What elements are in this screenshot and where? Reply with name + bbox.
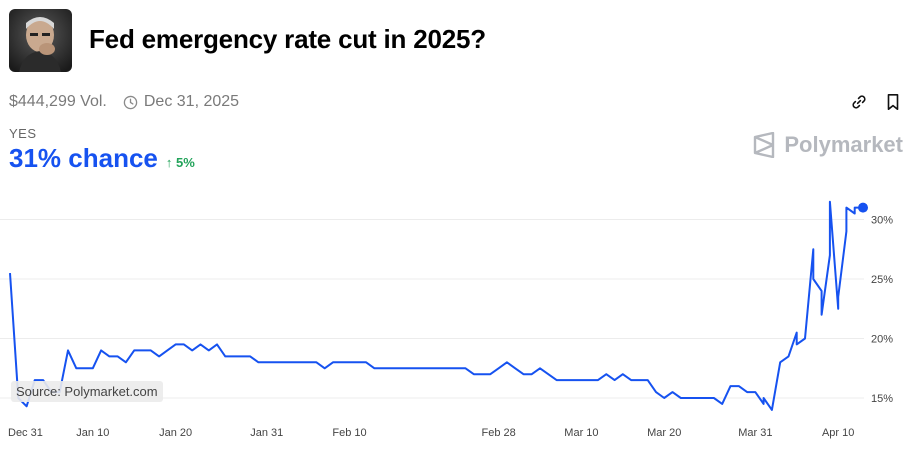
market-meta: $444,299 Vol. Dec 31, 2025 [9,93,239,111]
market-image [9,9,72,72]
polymarket-logo-icon [752,132,776,158]
outcome-label: YES [9,126,37,141]
x-tick-label: Mar 31 [738,427,772,439]
clock-icon [123,95,138,110]
y-tick-label: 25% [871,274,893,286]
y-tick-label: 30% [871,215,893,227]
market-title: Fed emergency rate cut in 2025? [89,24,486,54]
chance-delta-value: 5% [176,155,195,170]
series-line [9,200,863,411]
link-icon[interactable] [849,92,869,112]
chart-series [9,200,868,411]
chance-row: 31% chance ↑ 5% [9,143,195,174]
chance-value: 31% chance [9,143,158,173]
y-axis-ticks: 15% 20% 25% 30% [871,215,893,406]
x-tick-label: Feb 10 [332,427,366,439]
x-tick-label: Jan 10 [76,427,109,439]
y-tick-label: 15% [871,393,893,405]
brand-watermark: Polymarket [752,132,903,158]
brand-name: Polymarket [784,132,903,157]
end-date-text: Dec 31, 2025 [143,93,240,110]
x-tick-label: Apr 10 [822,427,854,439]
x-tick-label: Mar 10 [564,427,598,439]
source-label: Source: Polymarket.com [11,381,163,402]
x-tick-label: Dec 31 [8,427,43,439]
x-axis-ticks: Dec 31 Jan 10 Jan 20 Jan 31 Feb 10 Feb 28 Mar … [8,427,854,439]
x-tick-label: Jan 31 [250,427,283,439]
x-tick-label: Feb 28 [481,427,515,439]
chance-delta: ↑ 5% [166,155,195,170]
latest-point [858,202,868,213]
chart-grid [0,219,864,399]
arrow-up-icon: ↑ [165,155,173,170]
header-actions [849,92,903,112]
y-tick-label: 20% [871,334,893,346]
bookmark-icon[interactable] [883,92,903,112]
x-tick-label: Jan 20 [159,427,192,439]
x-tick-label: Mar 20 [647,427,681,439]
volume-text: $444,299 Vol. [9,93,107,110]
